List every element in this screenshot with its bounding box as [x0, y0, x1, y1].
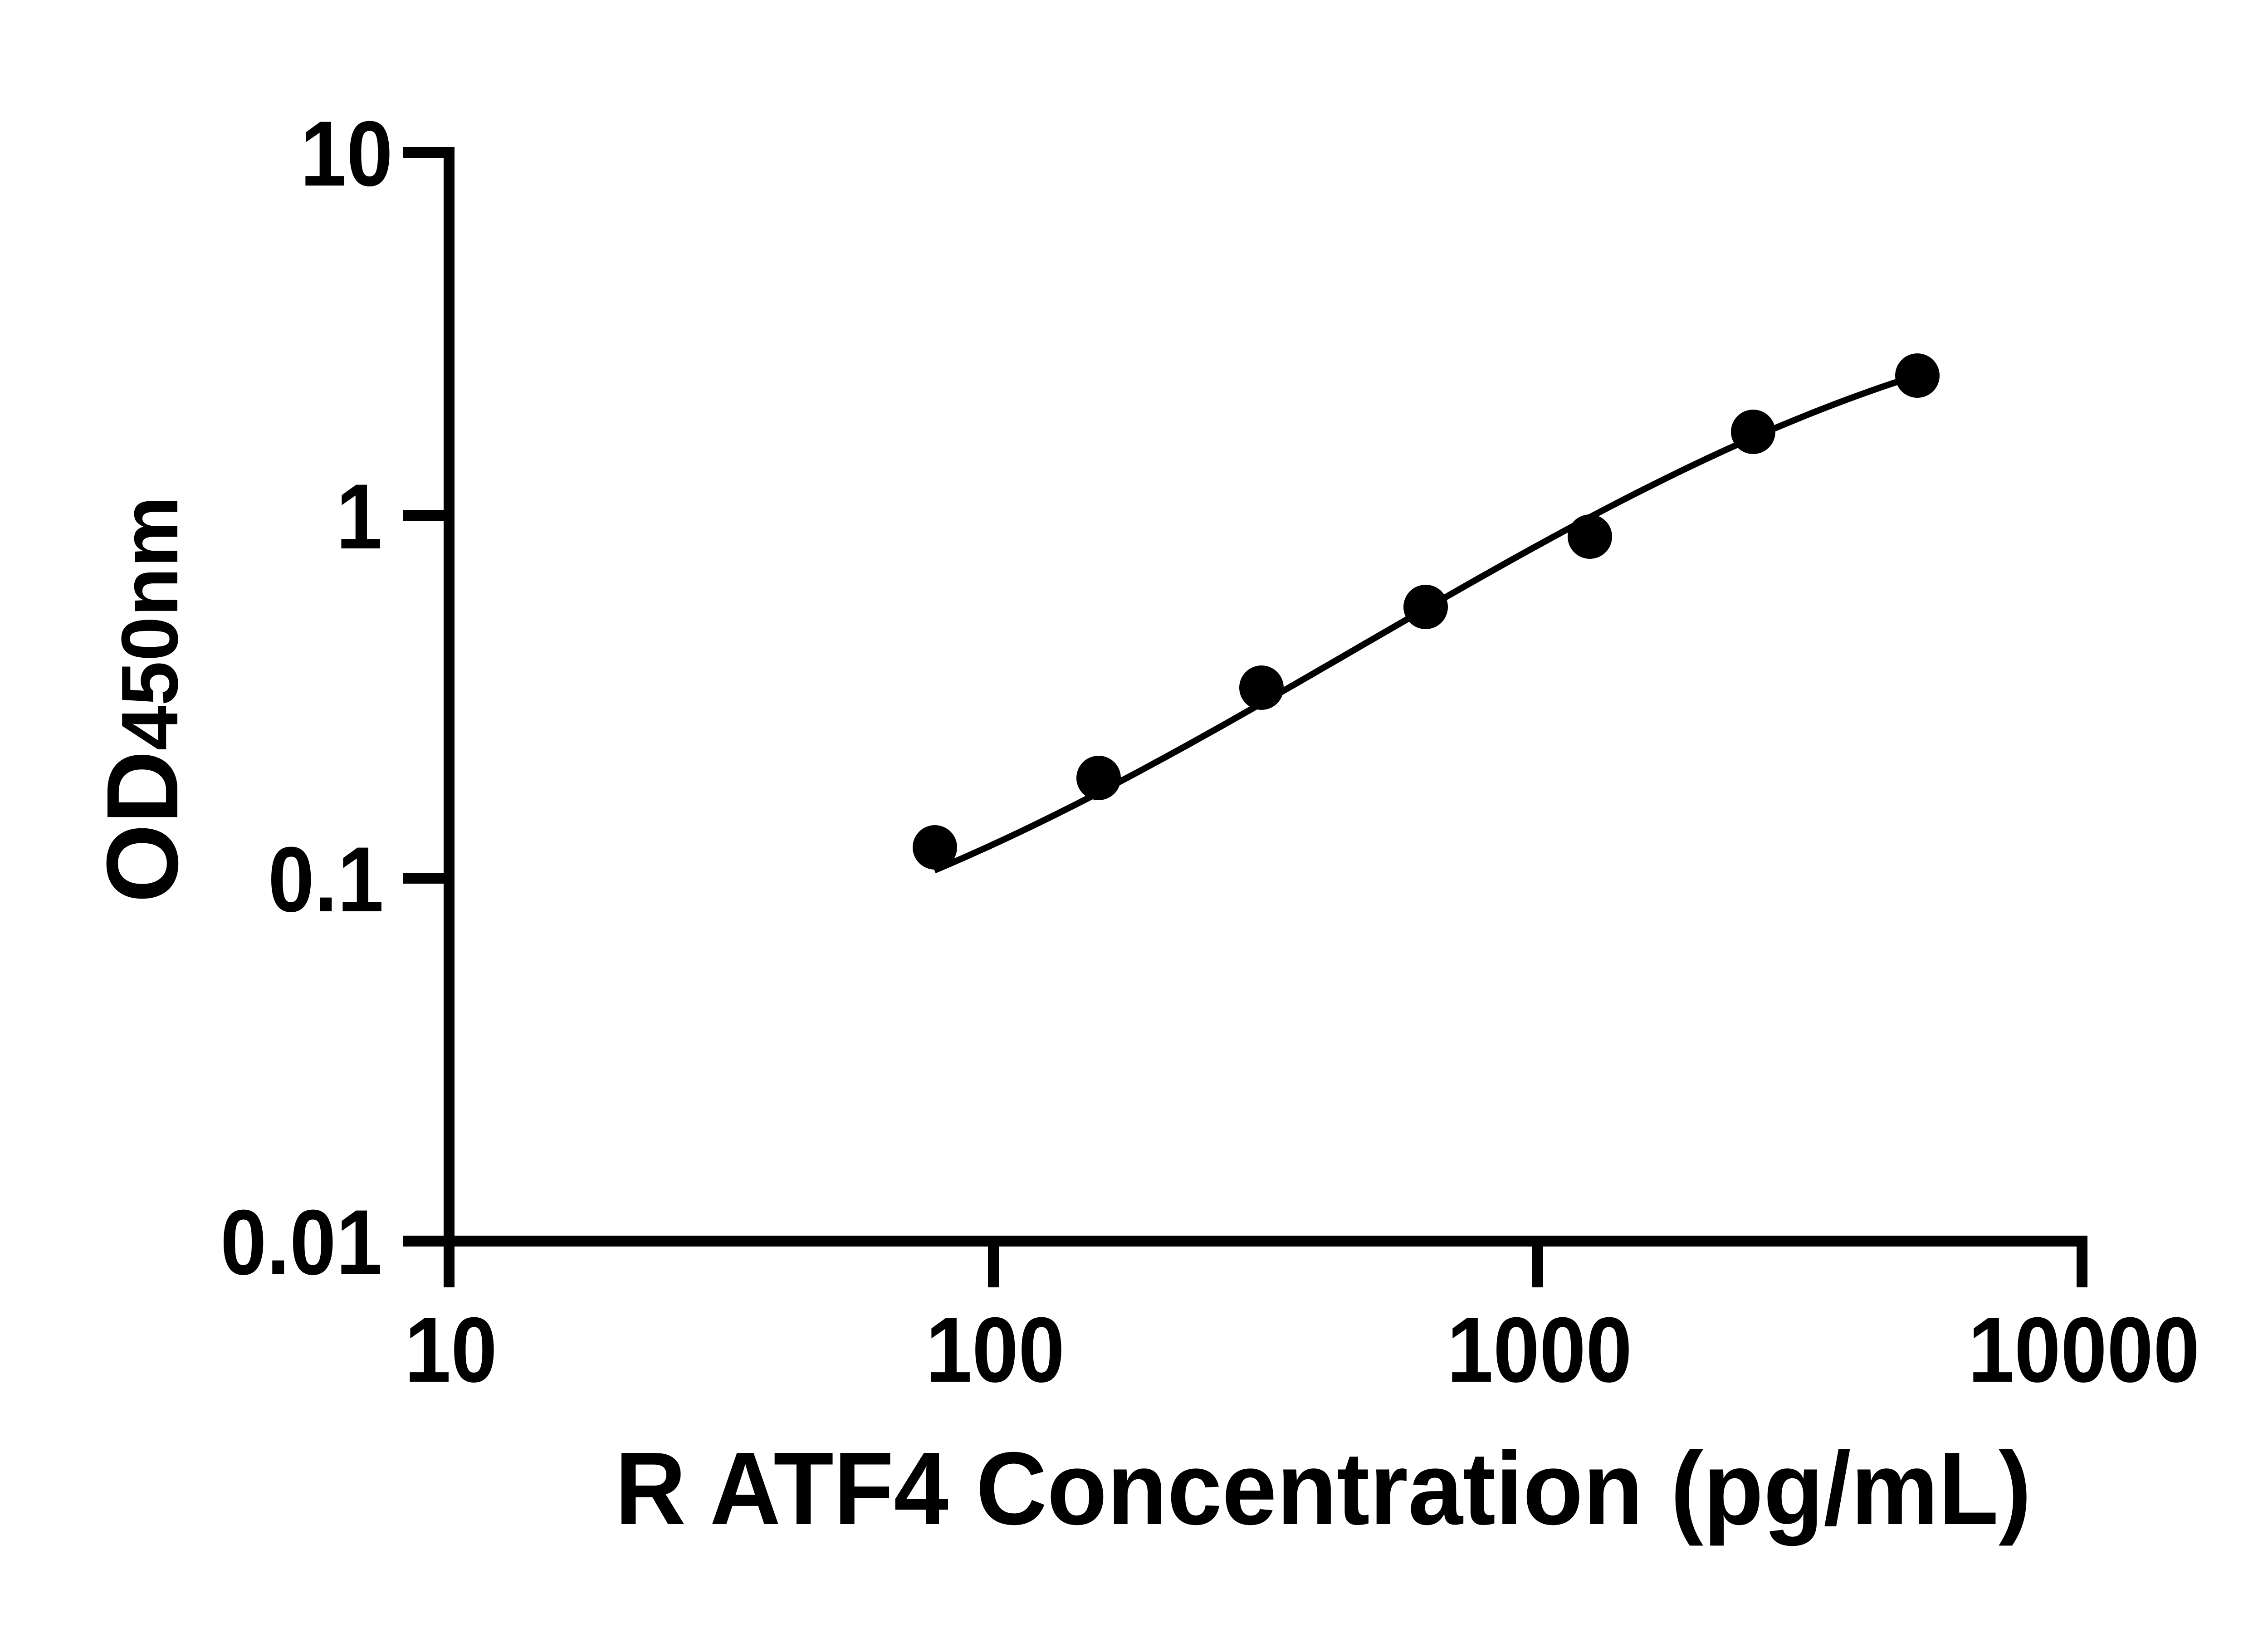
svg-text:10: 10 [300, 102, 393, 205]
svg-text:10000: 10000 [1968, 1298, 2200, 1402]
svg-text:100: 100 [926, 1298, 1065, 1402]
svg-text:10: 10 [405, 1298, 497, 1402]
svg-text:1: 1 [336, 465, 382, 568]
svg-text:0.01: 0.01 [220, 1191, 382, 1294]
svg-text:R ATF4 Concentration (pg/mL): R ATF4 Concentration (pg/mL) [615, 1431, 2032, 1546]
svg-text:0.1: 0.1 [268, 828, 384, 931]
svg-text:OD450nm: OD450nm [86, 496, 199, 903]
svg-text:1000: 1000 [1447, 1298, 1632, 1402]
